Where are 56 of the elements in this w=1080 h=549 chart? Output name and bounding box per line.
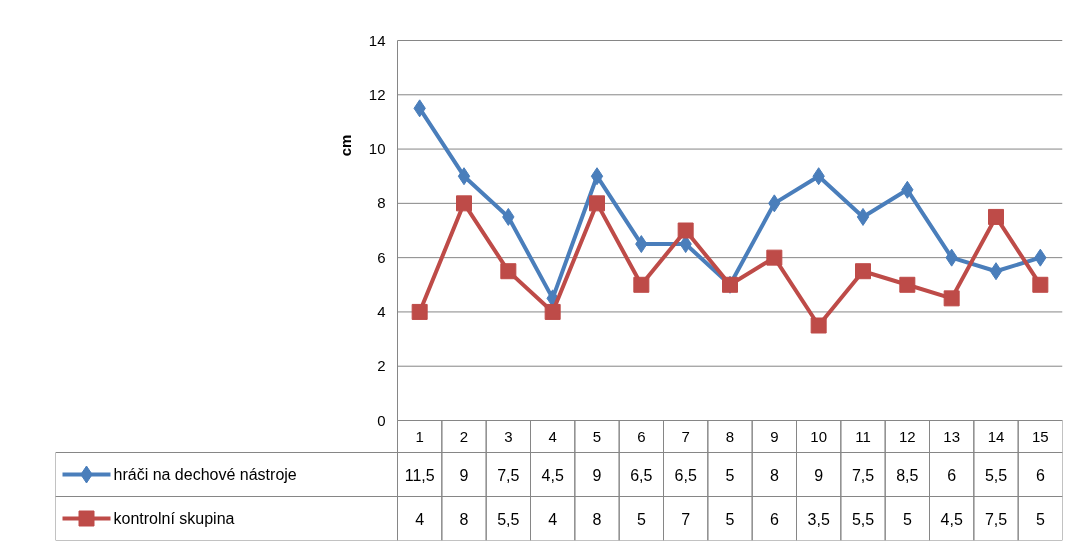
x-tick-label: 8 [725, 427, 735, 445]
x-tick-label: 15 [1031, 427, 1049, 445]
y-tick-label: 6 [377, 248, 386, 266]
data-label: 8,5 [896, 466, 919, 484]
data-label: 8 [769, 466, 779, 484]
data-label: 8 [592, 510, 602, 528]
data-label: 7 [681, 510, 691, 528]
data-label: 4 [548, 510, 558, 528]
data-label: 7,5 [851, 466, 875, 484]
data-label: 9 [592, 466, 602, 484]
data-label: 6 [769, 510, 779, 528]
data-label: 4 [415, 510, 425, 528]
legend-label: kontrolní skupina [113, 510, 235, 527]
data-label: 6,5 [674, 466, 697, 484]
x-tick-label: 5 [592, 427, 602, 445]
x-tick-label: 4 [548, 427, 557, 445]
data-label: 5,5 [497, 510, 520, 528]
data-label: 9 [814, 466, 824, 484]
x-tick-label: 3 [504, 427, 513, 445]
x-tick-label: 12 [898, 427, 916, 445]
x-tick-label: 13 [943, 427, 961, 445]
y-tick-label: 0 [377, 411, 386, 429]
data-label: 5 [1035, 510, 1045, 528]
data-label: 5 [725, 466, 735, 484]
x-tick-label: 11 [855, 427, 871, 445]
x-tick-label: 2 [459, 427, 469, 445]
data-label: 9 [459, 466, 469, 484]
y-tick-label: 2 [377, 357, 386, 375]
y-tick-label: 10 [368, 140, 386, 158]
data-label: 7,5 [497, 466, 520, 484]
data-label: 5,5 [851, 510, 875, 528]
data-label: 6 [1035, 466, 1045, 484]
data-label: 11,5 [404, 466, 435, 484]
data-label: 6 [947, 466, 957, 484]
y-tick-label: 8 [377, 194, 386, 212]
x-tick-label: 9 [770, 427, 779, 445]
x-tick-label: 14 [987, 427, 1005, 445]
x-tick-label: 7 [681, 427, 690, 445]
data-label: 5,5 [984, 466, 1008, 484]
x-tick-label: 6 [637, 427, 646, 445]
legend-label: hráči na dechové nástroje [113, 466, 297, 483]
y-tick-label: 14 [368, 31, 386, 49]
y-axis-title: cm [337, 134, 354, 157]
x-tick-label: 1 [415, 427, 424, 445]
data-label: 5 [902, 510, 912, 528]
data-label: 4,5 [940, 510, 963, 528]
data-label: 7,5 [984, 510, 1008, 528]
y-tick-label: 12 [368, 85, 386, 103]
data-label: 3,5 [807, 510, 830, 528]
data-label: 8 [459, 510, 469, 528]
x-tick-label: 10 [810, 427, 828, 445]
y-tick-label: 4 [377, 302, 386, 320]
data-label: 6,5 [630, 466, 653, 484]
data-label: 5 [636, 510, 646, 528]
data-label: 5 [725, 510, 735, 528]
data-label: 4,5 [541, 466, 564, 484]
